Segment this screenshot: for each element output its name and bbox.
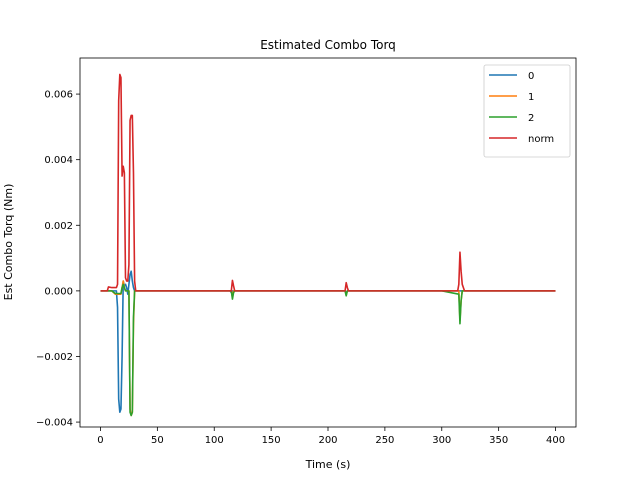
legend-label-2: 2	[528, 113, 534, 124]
x-tick-label: 350	[489, 435, 508, 446]
legend-label-0: 0	[528, 71, 534, 82]
x-tick-label: 0	[97, 435, 103, 446]
x-tick-label: 400	[546, 435, 565, 446]
x-tick-label: 150	[262, 435, 281, 446]
legend-box	[483, 64, 571, 158]
y-tick-label: 0.006	[44, 90, 73, 101]
x-tick-label: 250	[375, 435, 394, 446]
x-tick-label: 300	[432, 435, 451, 446]
legend-label-1: 1	[528, 92, 534, 103]
y-tick-label: −0.002	[36, 352, 73, 363]
x-tick-label: 50	[151, 435, 164, 446]
y-axis-label: Est Combo Torq (Nm)	[2, 184, 15, 301]
series-layer	[100, 73, 556, 417]
y-tick-label: 0.000	[44, 286, 73, 297]
y-axis: −0.004 −0.002 0.000 0.002 0.004 0.006	[36, 90, 80, 429]
series-line-norm	[100, 73, 556, 292]
x-tick-label: 200	[318, 435, 337, 446]
x-axis: 0 50 100 150 200 250 300 350 400	[97, 427, 565, 446]
legend: 0 1 2 norm	[483, 64, 571, 158]
y-tick-label: 0.004	[44, 155, 73, 166]
chart-title: Estimated Combo Torq	[260, 38, 396, 52]
x-tick-label: 100	[205, 435, 224, 446]
y-tick-label: −0.004	[36, 418, 73, 429]
legend-label-norm: norm	[528, 134, 554, 145]
y-tick-label: 0.002	[44, 221, 73, 232]
x-axis-label: Time (s)	[305, 458, 351, 471]
